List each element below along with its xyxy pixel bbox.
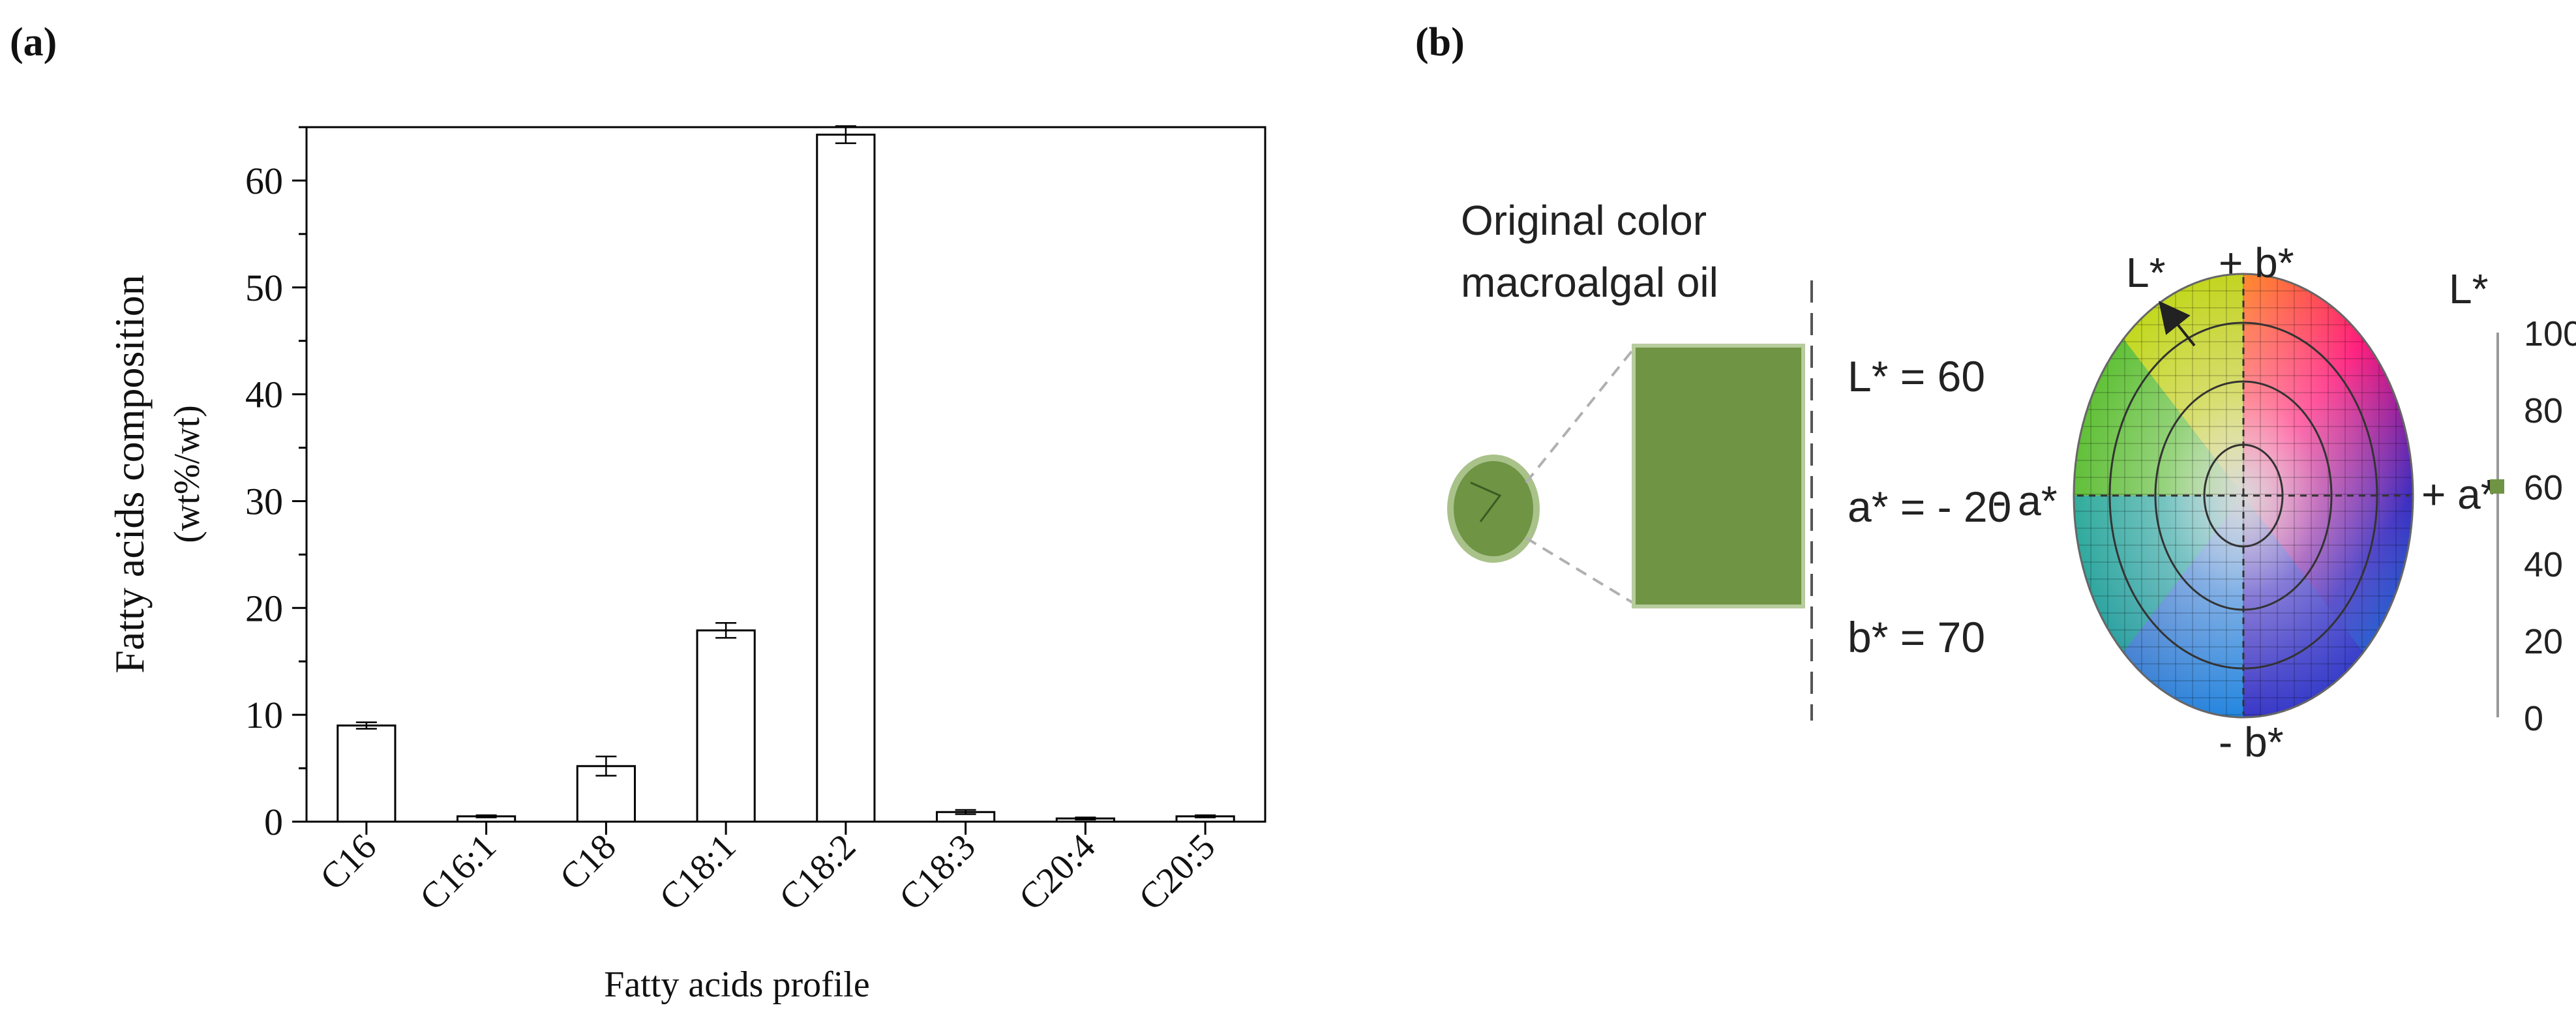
wheel-label-plus-b: + b* [2219, 239, 2294, 286]
L-scale-tick-label: 40 [2524, 545, 2563, 584]
y-tick-label: 20 [245, 587, 283, 629]
bar-C18-2 [816, 133, 876, 823]
panel-label-b: (b) [1415, 20, 1465, 65]
x-tick-label: C18 [552, 826, 624, 898]
error-bar [955, 809, 976, 815]
zoom-line-top [1525, 348, 1635, 484]
error-bar [475, 814, 497, 818]
y-axis-label: Fatty acids composition [106, 275, 153, 674]
droplet-glint [1470, 481, 1502, 522]
panel-label-a: (a) [10, 20, 57, 65]
L-scale-tick-label: 80 [2524, 391, 2563, 430]
x-tick-label: C16 [312, 826, 384, 898]
y-tick-label: 40 [245, 374, 283, 416]
error-bar [835, 125, 856, 144]
color-panel: Original color macroalgal oil L* = 60 a*… [1447, 197, 2576, 766]
L-scale-tick-label: 0 [2524, 699, 2543, 738]
bars [337, 125, 1235, 823]
x-tick-label: C18:1 [652, 826, 744, 918]
y-tick-label: 0 [264, 801, 283, 843]
L-scale-marker [2490, 479, 2504, 494]
color-title-line1: Original color [1461, 197, 1707, 244]
wheel-label-minus-a: - a* [1992, 477, 2058, 524]
x-axis-label: Fatty acids profile [604, 964, 869, 1005]
y-axis-label-unit: (wt%/wt) [167, 405, 207, 543]
y-tick-label: 60 [245, 160, 283, 202]
L-scale-tick-label: 20 [2524, 622, 2563, 661]
x-tick-label: C18:2 [771, 826, 863, 918]
L-arrow [2159, 301, 2196, 347]
cielab-color-wheel [2073, 273, 2414, 719]
x-tick-label: C20:5 [1131, 826, 1223, 918]
L-scale-tick-label: 60 [2524, 468, 2563, 507]
wheel-label-minus-b: - b* [2219, 719, 2284, 766]
y-axis: 0 10 20 30 40 50 60 [245, 126, 307, 843]
plot-frame [305, 126, 1266, 823]
x-tick-label: C18:3 [891, 826, 983, 918]
error-bar [715, 621, 737, 639]
b-value: b* = 70 [1848, 613, 1985, 661]
wheel-label-L: L* [2126, 249, 2166, 296]
a-value: a* = - 20 [1848, 483, 2011, 531]
sample-droplet-shape [1447, 455, 1540, 563]
zoom-line-bottom [1525, 537, 1635, 605]
error-bar [1075, 816, 1096, 820]
error-bar [355, 721, 377, 730]
y-tick-label: 50 [245, 267, 283, 309]
x-axis: C16 C16:1 C18 C18:1 C18:2 C18:3 C20:4 C20:5 [312, 822, 1223, 918]
error-bar [1195, 814, 1216, 818]
color-title-line2: macroalgal oil [1461, 259, 1718, 306]
bar-C16 [337, 725, 397, 823]
bar-chart: 0 10 20 30 40 50 60 C16 C16:1 C18 C18:1 C18:2 C18:3… [106, 125, 1266, 1005]
x-tick-label: C16:1 [412, 826, 504, 918]
L-scale-title: L* [2449, 265, 2489, 312]
oil-sample-droplet [1447, 455, 1540, 563]
L-scale: L* 100 80 60 40 20 0 [2449, 265, 2576, 738]
y-tick-label: 30 [245, 480, 283, 522]
L-value: L* = 60 [1848, 352, 1985, 400]
error-bar [595, 755, 617, 777]
x-tick-label: C20:4 [1011, 826, 1103, 918]
L-scale-tick-label: 100 [2524, 314, 2576, 353]
bar-C18-1 [696, 629, 756, 823]
y-tick-label: 10 [245, 694, 283, 736]
color-swatch [1632, 344, 1805, 608]
wheel-label-plus-a: + a* [2421, 471, 2497, 518]
